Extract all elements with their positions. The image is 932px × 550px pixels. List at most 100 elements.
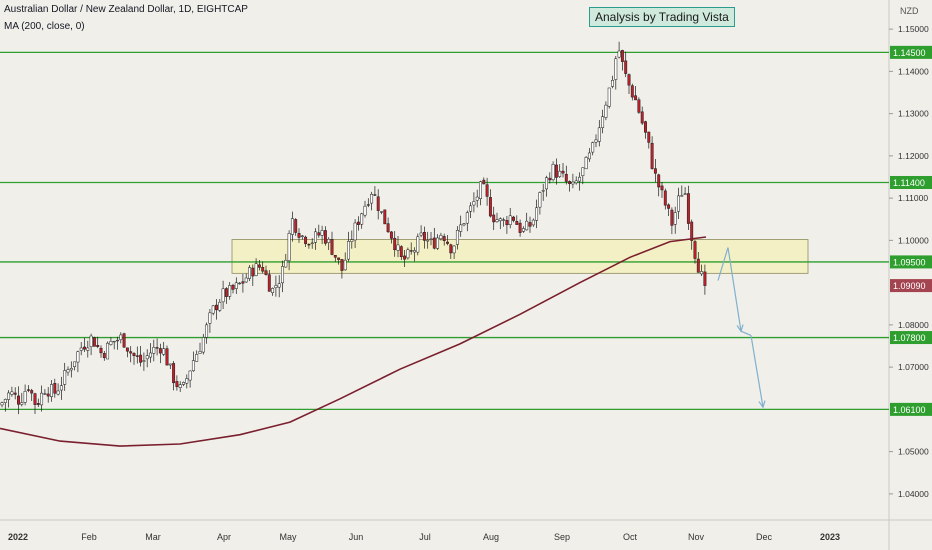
candle-body xyxy=(630,85,634,98)
candle-body xyxy=(518,222,522,233)
candle-body xyxy=(515,221,519,225)
candle-body xyxy=(360,213,364,225)
horizontal-levels-layer xyxy=(0,51,889,411)
time-tick-label: May xyxy=(279,532,297,542)
candle-body xyxy=(571,181,575,185)
candle-body xyxy=(419,232,423,236)
candles-layer xyxy=(0,41,707,415)
candle-body xyxy=(106,342,110,360)
candle-body xyxy=(601,116,605,128)
candle-body xyxy=(43,393,47,395)
candle-body xyxy=(89,335,93,347)
time-tick-label: Aug xyxy=(483,532,499,542)
time-tick-label: Dec xyxy=(756,532,773,542)
candle-body xyxy=(482,179,486,185)
candle-body xyxy=(376,196,380,211)
candle-body xyxy=(0,402,4,406)
analysis-credit-box: Analysis by Trading Vista xyxy=(589,7,735,27)
candle-body xyxy=(116,339,119,342)
current-price-label-bg xyxy=(890,279,932,293)
candle-body xyxy=(182,382,185,385)
candle-body xyxy=(102,353,106,359)
candle-body xyxy=(274,285,278,289)
time-tick-label: Oct xyxy=(623,532,638,542)
candle-body xyxy=(23,391,27,403)
candle-body xyxy=(432,237,436,249)
time-tick-label: Sep xyxy=(554,532,570,542)
candle-body xyxy=(76,351,80,363)
candle-body xyxy=(119,334,123,340)
candle-body xyxy=(673,212,677,225)
price-tick-label: 1.12000 xyxy=(898,151,929,161)
moving-average-layer xyxy=(0,236,707,447)
candle-body xyxy=(175,381,179,387)
candle-body xyxy=(83,346,86,350)
candle-body xyxy=(69,368,73,371)
candle-body xyxy=(581,167,585,176)
projection-layer xyxy=(717,247,766,409)
candle-body xyxy=(185,378,189,384)
candle-body xyxy=(99,347,103,354)
candle-body xyxy=(554,164,558,178)
consolidation-zone xyxy=(231,239,809,274)
candle-body xyxy=(521,228,525,232)
candle-body xyxy=(459,224,463,232)
candle-body xyxy=(320,230,324,236)
candle-body xyxy=(617,50,621,58)
candle-body xyxy=(353,222,357,241)
candle-body xyxy=(564,173,568,182)
candle-body xyxy=(234,282,238,289)
candle-body xyxy=(485,184,489,197)
candle-body xyxy=(198,351,202,354)
candle-body xyxy=(191,360,195,372)
candle-body xyxy=(135,355,139,357)
projection-segment xyxy=(750,335,764,408)
candle-body xyxy=(545,177,548,190)
level-price-label-bg xyxy=(890,255,932,269)
candle-body xyxy=(36,403,40,405)
candle-body xyxy=(650,142,654,169)
candle-body xyxy=(683,193,687,195)
price-tick-label: 1.14000 xyxy=(898,66,929,76)
candle-body xyxy=(505,220,509,226)
candle-body xyxy=(690,221,694,241)
candle-body xyxy=(703,271,707,286)
candle-body xyxy=(597,127,601,142)
level-price-label: 1.09500 xyxy=(893,257,926,267)
candle-body xyxy=(403,255,407,260)
candle-body xyxy=(224,288,228,297)
candle-body xyxy=(614,58,618,80)
price-tick-label: 1.15000 xyxy=(898,24,929,34)
candle-body xyxy=(145,355,149,360)
candle-body xyxy=(149,352,152,358)
candle-body xyxy=(271,288,275,294)
time-tick-label: Jul xyxy=(419,532,431,542)
candle-body xyxy=(281,266,284,284)
time-tick-label: Nov xyxy=(688,532,705,542)
candle-body xyxy=(548,177,552,181)
candle-body xyxy=(558,170,562,177)
candle-body xyxy=(693,241,697,259)
candle-body xyxy=(479,181,482,199)
candle-body xyxy=(535,207,539,221)
candle-body xyxy=(53,383,57,394)
price-tick-label: 1.13000 xyxy=(898,109,929,119)
candle-body xyxy=(640,111,644,124)
candle-body xyxy=(221,288,225,303)
candle-body xyxy=(7,392,11,400)
candle-body xyxy=(686,193,690,224)
candle-body xyxy=(241,281,245,284)
candle-body xyxy=(172,363,176,384)
candle-body xyxy=(79,347,83,351)
candle-body xyxy=(611,80,614,87)
candle-body xyxy=(366,204,370,206)
candle-body xyxy=(257,264,261,268)
candle-body xyxy=(277,283,281,288)
candle-body xyxy=(541,190,545,192)
candle-body xyxy=(112,340,116,343)
candle-body xyxy=(340,259,344,271)
time-tick-label: Jun xyxy=(349,532,364,542)
currency-label: NZD xyxy=(900,6,919,16)
candle-body xyxy=(178,384,182,388)
